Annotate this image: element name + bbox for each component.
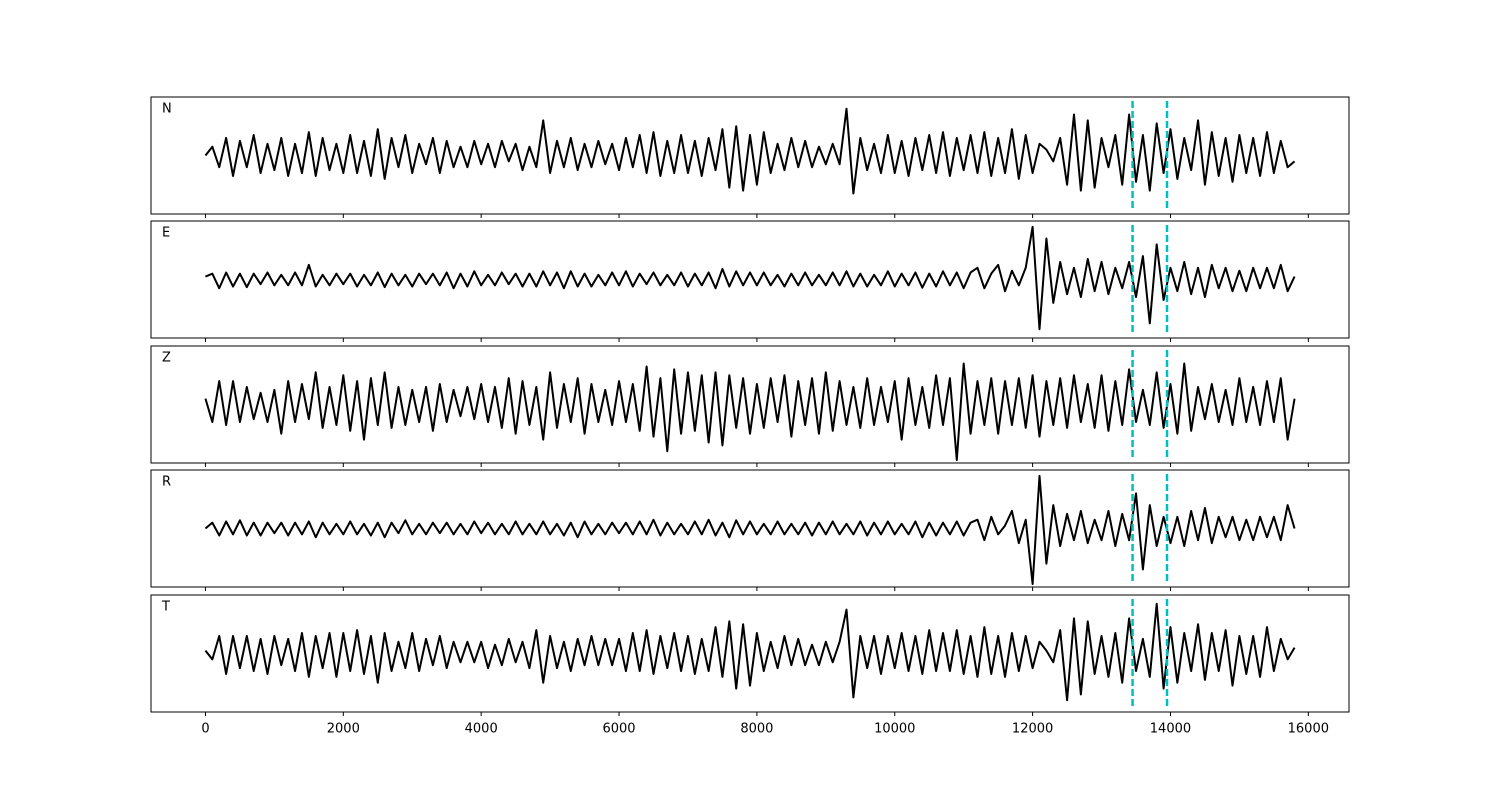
trace	[204, 602, 1296, 702]
panel-label: Z	[162, 351, 171, 366]
x-tick-label: 14000	[1150, 722, 1191, 737]
panel-label: E	[162, 226, 170, 241]
x-tick-label: 4000	[465, 722, 498, 737]
panel-frame	[150, 96, 1350, 215]
panel-frame	[150, 469, 1350, 588]
x-tick-label: 8000	[740, 722, 773, 737]
panel-frame	[150, 345, 1350, 464]
x-tick-label: 0	[201, 722, 209, 737]
panel-label: T	[161, 600, 170, 615]
trace	[204, 107, 1296, 195]
x-tick-label: 16000	[1288, 722, 1329, 737]
trace	[204, 474, 1296, 586]
x-tick-label: 12000	[1012, 722, 1053, 737]
panel-frame	[150, 220, 1350, 339]
x-tick-label: 10000	[874, 722, 915, 737]
trace	[205, 225, 1296, 331]
panel-label: N	[162, 102, 172, 117]
panel-frame	[150, 594, 1350, 713]
panel-label: R	[162, 475, 171, 490]
x-tick-label: 2000	[327, 722, 360, 737]
trace	[204, 362, 1296, 462]
x-tick-label: 6000	[602, 722, 635, 737]
